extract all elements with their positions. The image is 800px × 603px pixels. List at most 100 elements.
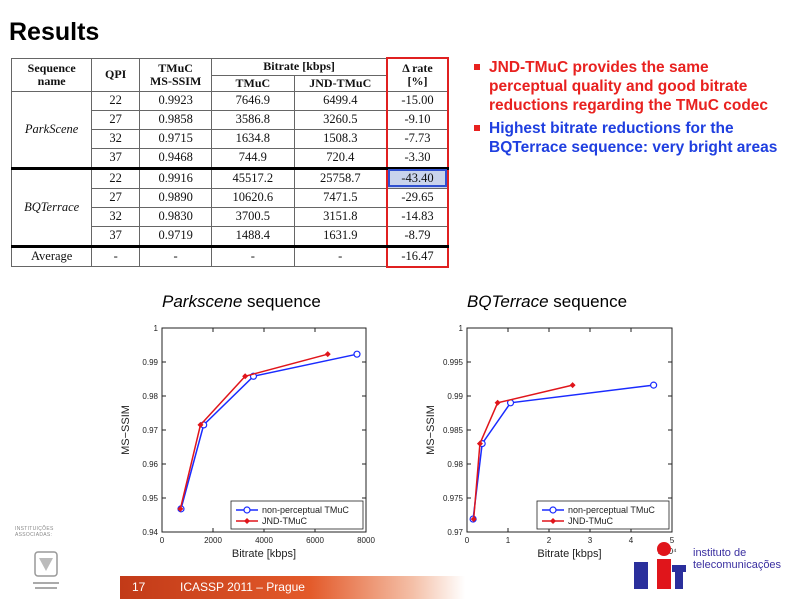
legend-marker — [549, 506, 557, 514]
sequence-name-parkscene: ParkScene — [10, 90, 93, 169]
series-line-jnd — [472, 384, 573, 520]
data-point-tmuc — [353, 350, 361, 358]
cell-ssim: 0.9858 — [139, 109, 213, 130]
header-bitrate-tmuc: TMuC — [211, 74, 295, 92]
cell-delta-rate: -15.00 — [386, 90, 449, 111]
cell-bitrate-jnd: 1508.3 — [293, 128, 388, 149]
ist-shield-icon — [33, 551, 59, 589]
cell-qpi: 22 — [91, 90, 141, 111]
institute-line-2: telecomunicações — [693, 559, 782, 571]
chart-parkscene: 0.94 0.95 0.96 0.97 0.98 0.99 1 0 2000 4000 6000 80… — [120, 324, 375, 560]
data-point-jnd — [242, 373, 249, 380]
y-tick-label: 0.985 — [443, 426, 464, 435]
y-tick-label: 0.95 — [142, 494, 158, 503]
footer-gradient — [120, 576, 465, 599]
cell-delta-rate: -8.79 — [386, 225, 449, 247]
y-axis-label: MS−SSIM — [425, 405, 437, 455]
x-tick-label: 3 — [588, 536, 593, 545]
legend-box — [536, 500, 670, 530]
cell-delta-rate: -3.30 — [386, 147, 449, 169]
cell-delta-rate: -9.10 — [386, 109, 449, 130]
x-tick-label: 5 — [670, 536, 675, 545]
legend-box — [230, 500, 364, 530]
bullet-list: JND-TMuC provides the same perceptual qu… — [473, 58, 783, 161]
y-tick-label: 0.975 — [443, 494, 464, 503]
plot-area — [161, 327, 367, 533]
cell-qpi: 22 — [91, 166, 141, 189]
cell-delta-rate: -29.65 — [386, 187, 449, 208]
cell-bitrate-tmuc: 10620.6 — [211, 187, 295, 208]
bullet-text: Highest bitrate reductions for the BQTer… — [489, 120, 778, 156]
table-row: 27 0.9890 10620.6 7471.5 -29.65 — [12, 187, 449, 208]
table-row: 27 0.9858 3586.8 3260.5 -9.10 — [12, 109, 449, 130]
y-tick-label: 0.98 — [142, 392, 158, 401]
y-tick-label: 0.97 — [142, 426, 158, 435]
x-tick-label: 8000 — [357, 536, 375, 545]
x-tick-label: 4 — [629, 536, 634, 545]
cell-average-label: Average — [10, 244, 93, 267]
x-tick-label: 2 — [547, 536, 552, 545]
x-tick-label: 4000 — [255, 536, 273, 545]
chart-title-parkscene: Parkscene sequence — [162, 292, 321, 311]
table-row: BQTerrace 22 0.9916 45517.2 25758.7 -43.… — [10, 166, 449, 247]
cell-ssim: 0.9890 — [139, 187, 213, 208]
bullet-square-icon — [474, 125, 480, 131]
cell-bitrate-jnd: 3260.5 — [293, 109, 388, 130]
legend-label: non-perceptual TMuC — [568, 505, 655, 515]
cell-delta-rate-highlighted: -43.40 — [386, 166, 449, 189]
cell-bitrate-jnd: - — [293, 244, 388, 267]
cell-bitrate-tmuc: 45517.2 — [211, 166, 295, 189]
cell-bitrate-tmuc: 1634.8 — [211, 128, 295, 149]
cell-ssim: - — [139, 244, 213, 267]
x-axis-label: Bitrate [kbps] — [232, 548, 296, 560]
slide-title: Results — [9, 18, 100, 46]
cell-ssim: 0.9468 — [139, 147, 213, 169]
header-qpi: QPI — [91, 57, 141, 92]
x-tick-label: 0 — [160, 536, 165, 545]
x-tick-label: 0 — [465, 536, 470, 545]
cell-bitrate-tmuc: 744.9 — [211, 147, 295, 169]
chart-bqterrace: 0.97 0.975 0.98 0.985 0.99 0.995 1 0 1 2 3 4 5 Bitrat… — [425, 324, 677, 560]
cell-qpi: 37 — [91, 147, 141, 169]
cell-bitrate-jnd: 6499.4 — [293, 90, 388, 111]
cell-bitrate-jnd: 720.4 — [293, 147, 388, 169]
y-tick-label: 0.99 — [142, 358, 158, 367]
institute-line-1: instituto de — [693, 547, 747, 559]
cell-bitrate-jnd: 25758.7 — [293, 166, 388, 189]
series-line-tmuc — [180, 353, 358, 510]
data-point-jnd — [324, 351, 331, 358]
y-tick-label: 1 — [154, 324, 159, 333]
cell-ssim: 0.9719 — [139, 225, 213, 247]
header-bitrate-jnd: JND-TMuC — [293, 74, 388, 92]
bullet-text: JND-TMuC provides the same perceptual qu… — [489, 59, 769, 114]
legend-label: JND-TMuC — [262, 516, 307, 526]
cell-bitrate-tmuc: 1488.4 — [211, 225, 295, 247]
y-tick-label: 0.94 — [142, 528, 158, 537]
cell-bitrate-jnd: 3151.8 — [293, 206, 388, 227]
header-tmuc-ssim: TMuC MS-SSIM — [139, 57, 213, 92]
chart-title-bqterrace: BQTerrace sequence — [467, 292, 628, 311]
legend-marker — [243, 506, 251, 514]
header-bitrate: Bitrate [kbps] — [211, 57, 388, 76]
y-tick-label: 0.97 — [447, 528, 463, 537]
x-tick-label: 6000 — [306, 536, 324, 545]
data-point-jnd — [569, 382, 576, 389]
x-axis-label: Bitrate [kbps] — [537, 548, 601, 560]
cell-bitrate-jnd: 1631.9 — [293, 225, 388, 247]
y-tick-label: 0.96 — [142, 460, 158, 469]
cell-ssim: 0.9916 — [139, 166, 213, 189]
header-sequence: Sequence name — [10, 57, 93, 92]
y-axis-label: MS−SSIM — [120, 405, 132, 455]
bullet-item-1: JND-TMuC provides the same perceptual qu… — [473, 58, 783, 115]
results-table: Sequence name QPI TMuC MS-SSIM Bitrate [k… — [10, 57, 449, 268]
cell-delta-rate: -7.73 — [386, 128, 449, 149]
cell-qpi: 37 — [91, 225, 141, 247]
cell-qpi: 32 — [91, 128, 141, 149]
cell-delta-rate: -14.83 — [386, 206, 449, 227]
cell-ssim: 0.9715 — [139, 128, 213, 149]
conference-label: ICASSP 2011 – Prague — [180, 580, 305, 594]
table-row: 37 0.9468 744.9 720.4 -3.30 — [12, 147, 449, 169]
cell-qpi: 27 — [91, 187, 141, 208]
y-tick-label: 0.98 — [447, 460, 463, 469]
associated-institutions-logo: INSTITUIÇÕES ASSOCIADAS: — [15, 526, 85, 596]
